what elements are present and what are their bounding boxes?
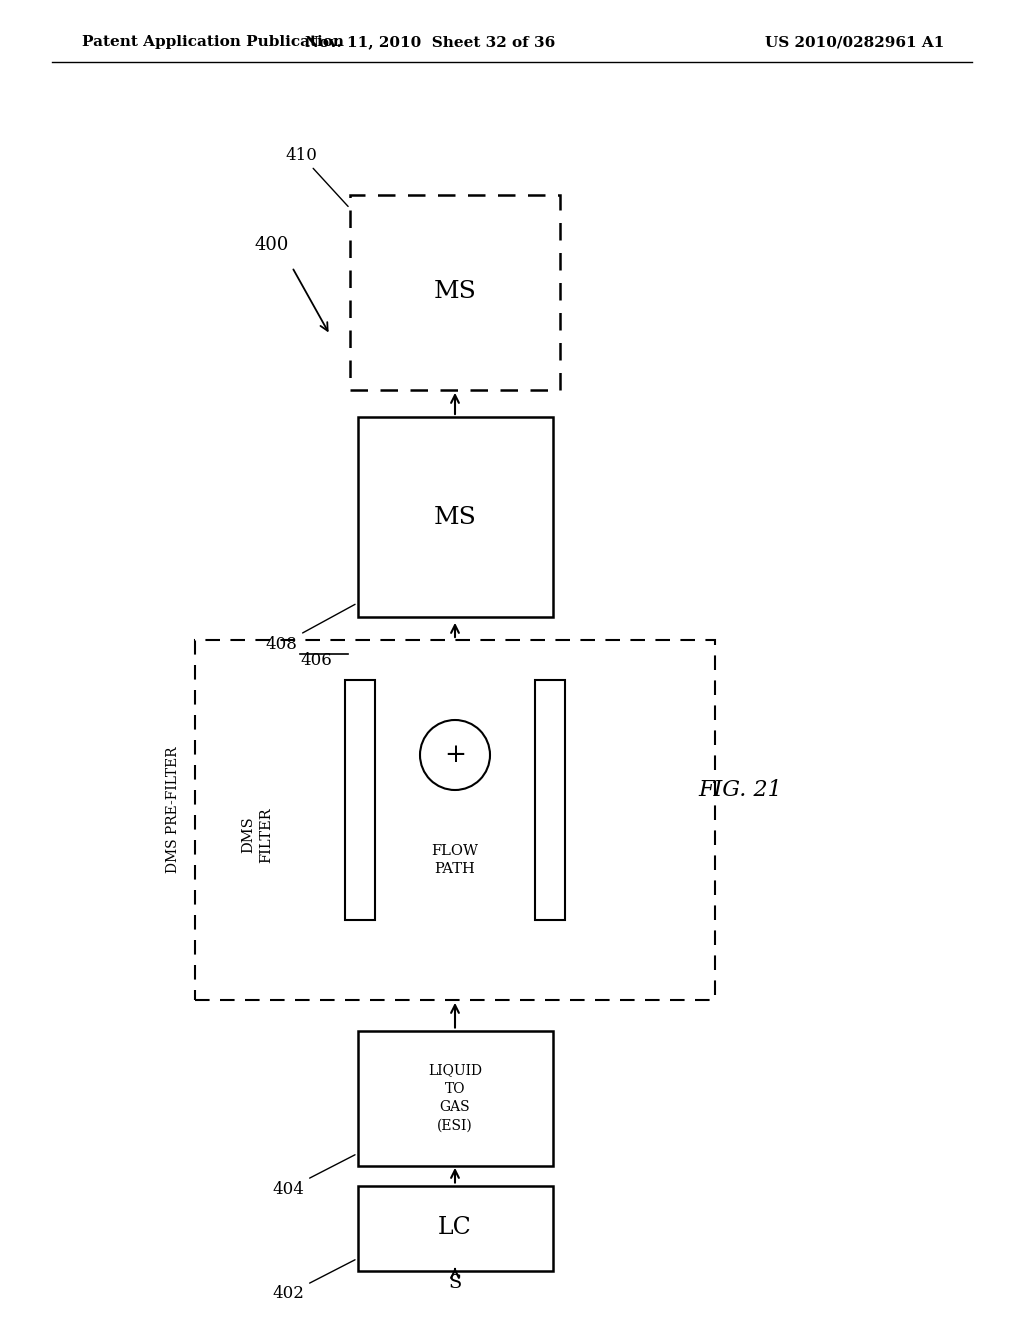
Text: 406: 406 [300,652,332,669]
Bar [350,194,560,389]
Text: +: + [444,742,466,767]
Text: MS: MS [433,506,476,528]
Text: MS: MS [433,281,476,304]
Bar [535,680,565,920]
Text: FLOW
PATH: FLOW PATH [431,843,478,876]
Bar [357,417,553,616]
Bar [357,1185,553,1270]
Text: LIQUID
TO
GAS
(ESI): LIQUID TO GAS (ESI) [428,1064,482,1133]
Text: LC: LC [438,1217,472,1239]
Text: 402: 402 [272,1259,355,1303]
Text: 404: 404 [272,1155,355,1197]
Text: Patent Application Publication: Patent Application Publication [82,36,344,49]
Text: 408: 408 [265,605,355,653]
Text: DMS
FILTER: DMS FILTER [241,808,273,863]
Text: US 2010/0282961 A1: US 2010/0282961 A1 [765,36,944,49]
Text: 400: 400 [255,236,289,253]
Bar [357,1031,553,1166]
Text: Nov. 11, 2010  Sheet 32 of 36: Nov. 11, 2010 Sheet 32 of 36 [305,36,555,49]
Bar [195,640,715,1001]
Text: FIG. 21: FIG. 21 [698,779,782,801]
Text: DMS PRE-FILTER: DMS PRE-FILTER [166,747,180,874]
Text: 410: 410 [285,147,348,206]
Bar [345,680,375,920]
Text: S: S [449,1274,462,1292]
